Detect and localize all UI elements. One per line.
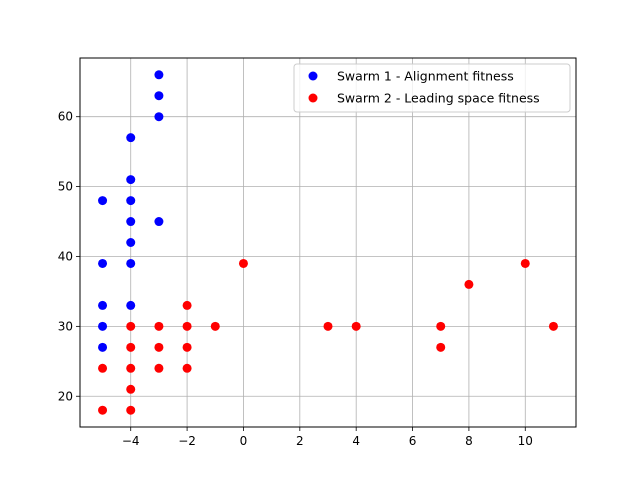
- y-tick-label: 50: [58, 180, 73, 194]
- legend-label-series-1: Swarm 1 - Alignment fitness: [337, 69, 514, 84]
- y-tick-label: 30: [58, 319, 73, 333]
- y-tick-label: 60: [58, 110, 73, 124]
- series-2-point: [548, 321, 558, 331]
- legend-marker-series-1: [308, 71, 318, 81]
- series-2-point: [238, 258, 248, 268]
- series-1-point: [98, 300, 108, 310]
- series-1-point: [98, 342, 108, 352]
- series-2-point: [126, 405, 136, 415]
- series-2-point: [98, 405, 108, 415]
- series-2-point: [182, 342, 192, 352]
- series-1-point: [126, 300, 136, 310]
- series-1-point: [126, 175, 136, 185]
- series-2-point: [182, 300, 192, 310]
- x-tick-label: 0: [240, 434, 248, 448]
- series-1-point: [126, 196, 136, 206]
- series-2-point: [126, 384, 136, 394]
- plot-frame: [79, 57, 577, 428]
- series-2-point: [154, 321, 164, 331]
- legend-box: [293, 63, 571, 113]
- x-tick-label: 6: [409, 434, 417, 448]
- legend-label-series-2: Swarm 2 - Leading space fitness: [337, 91, 540, 106]
- series-2-point: [210, 321, 220, 331]
- series-2-point: [126, 363, 136, 373]
- series-2-point: [182, 321, 192, 331]
- series-1-point: [154, 112, 164, 122]
- y-tick-label: 40: [58, 249, 73, 263]
- axis-ticks: −4 −2 0 2 4 6 8 10 20 30 40 50 60: [58, 110, 533, 448]
- series-2-point: [351, 321, 361, 331]
- series-1-point: [98, 258, 108, 268]
- data-points: [98, 70, 558, 415]
- series-2-point: [154, 342, 164, 352]
- series-1-point: [126, 258, 136, 268]
- series-1-point: [154, 70, 164, 80]
- series-1-point: [126, 217, 136, 227]
- y-tick-label: 20: [58, 389, 73, 403]
- series-1-point: [126, 133, 136, 143]
- x-tick-label: −2: [178, 434, 196, 448]
- x-tick-label: 8: [465, 434, 473, 448]
- series-1-point: [154, 217, 164, 227]
- series-1-point: [126, 238, 136, 247]
- series-2-point: [98, 363, 108, 373]
- series-1-point: [98, 196, 108, 206]
- series-1-point: [98, 321, 108, 331]
- series-2-point: [323, 321, 333, 331]
- series-2-point: [436, 342, 446, 352]
- series-2-point: [126, 321, 136, 331]
- series-2-point: [464, 279, 474, 289]
- series-2-point: [520, 258, 530, 268]
- series-2-point: [436, 321, 446, 331]
- legend-marker-series-2: [308, 93, 318, 103]
- legend: Swarm 1 - Alignment fitness Swarm 2 - Lea…: [293, 63, 571, 113]
- series-2-point: [126, 342, 136, 352]
- x-tick-label: 2: [296, 434, 304, 448]
- x-tick-label: −4: [122, 434, 140, 448]
- x-tick-label: 10: [518, 434, 533, 448]
- series-2-point: [182, 363, 192, 373]
- x-tick-label: 4: [352, 434, 360, 448]
- series-2-point: [154, 363, 164, 373]
- series-1-point: [154, 91, 164, 101]
